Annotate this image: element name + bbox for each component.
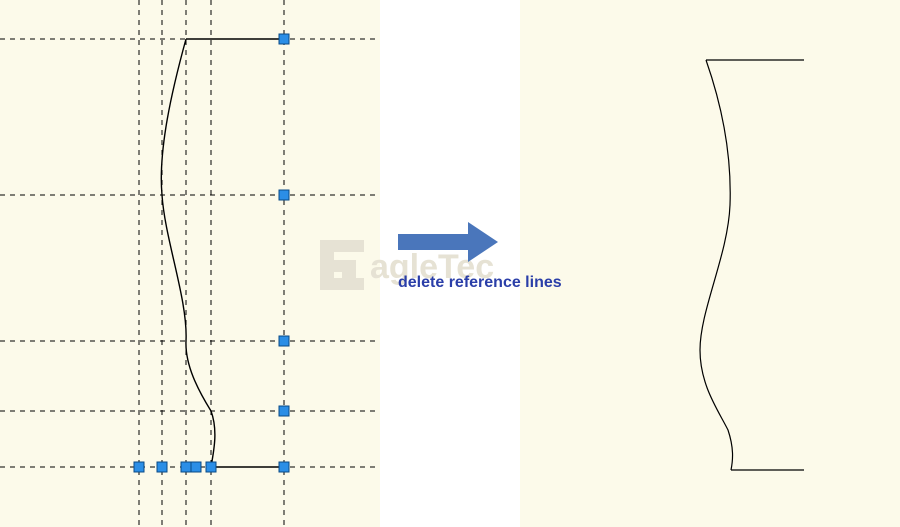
selection-handle-5[interactable] [206,462,216,472]
selection-handle-6[interactable] [191,462,201,472]
selection-handle-1[interactable] [279,190,289,200]
selection-handle-3[interactable] [279,406,289,416]
right-panel [520,0,900,527]
selection-handle-7[interactable] [181,462,191,472]
profile-curve [700,60,733,470]
left-drawing [0,0,380,527]
right-drawing [520,0,900,527]
arrow-shape [398,222,498,262]
selection-handle-8[interactable] [157,462,167,472]
profile-curve [161,39,215,467]
selection-handle-0[interactable] [279,34,289,44]
arrow-icon [398,222,498,262]
caption-text: delete reference lines [398,274,562,292]
selection-handle-2[interactable] [279,336,289,346]
stage: agleTec delete reference lines [0,0,900,527]
selection-handle-9[interactable] [134,462,144,472]
left-panel [0,0,380,527]
selection-handle-4[interactable] [279,462,289,472]
